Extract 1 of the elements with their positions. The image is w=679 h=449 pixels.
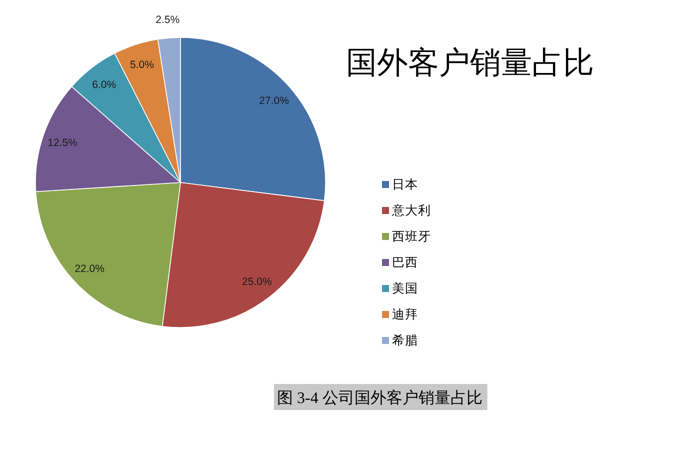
title: 国外客户销量占比 <box>346 45 594 80</box>
